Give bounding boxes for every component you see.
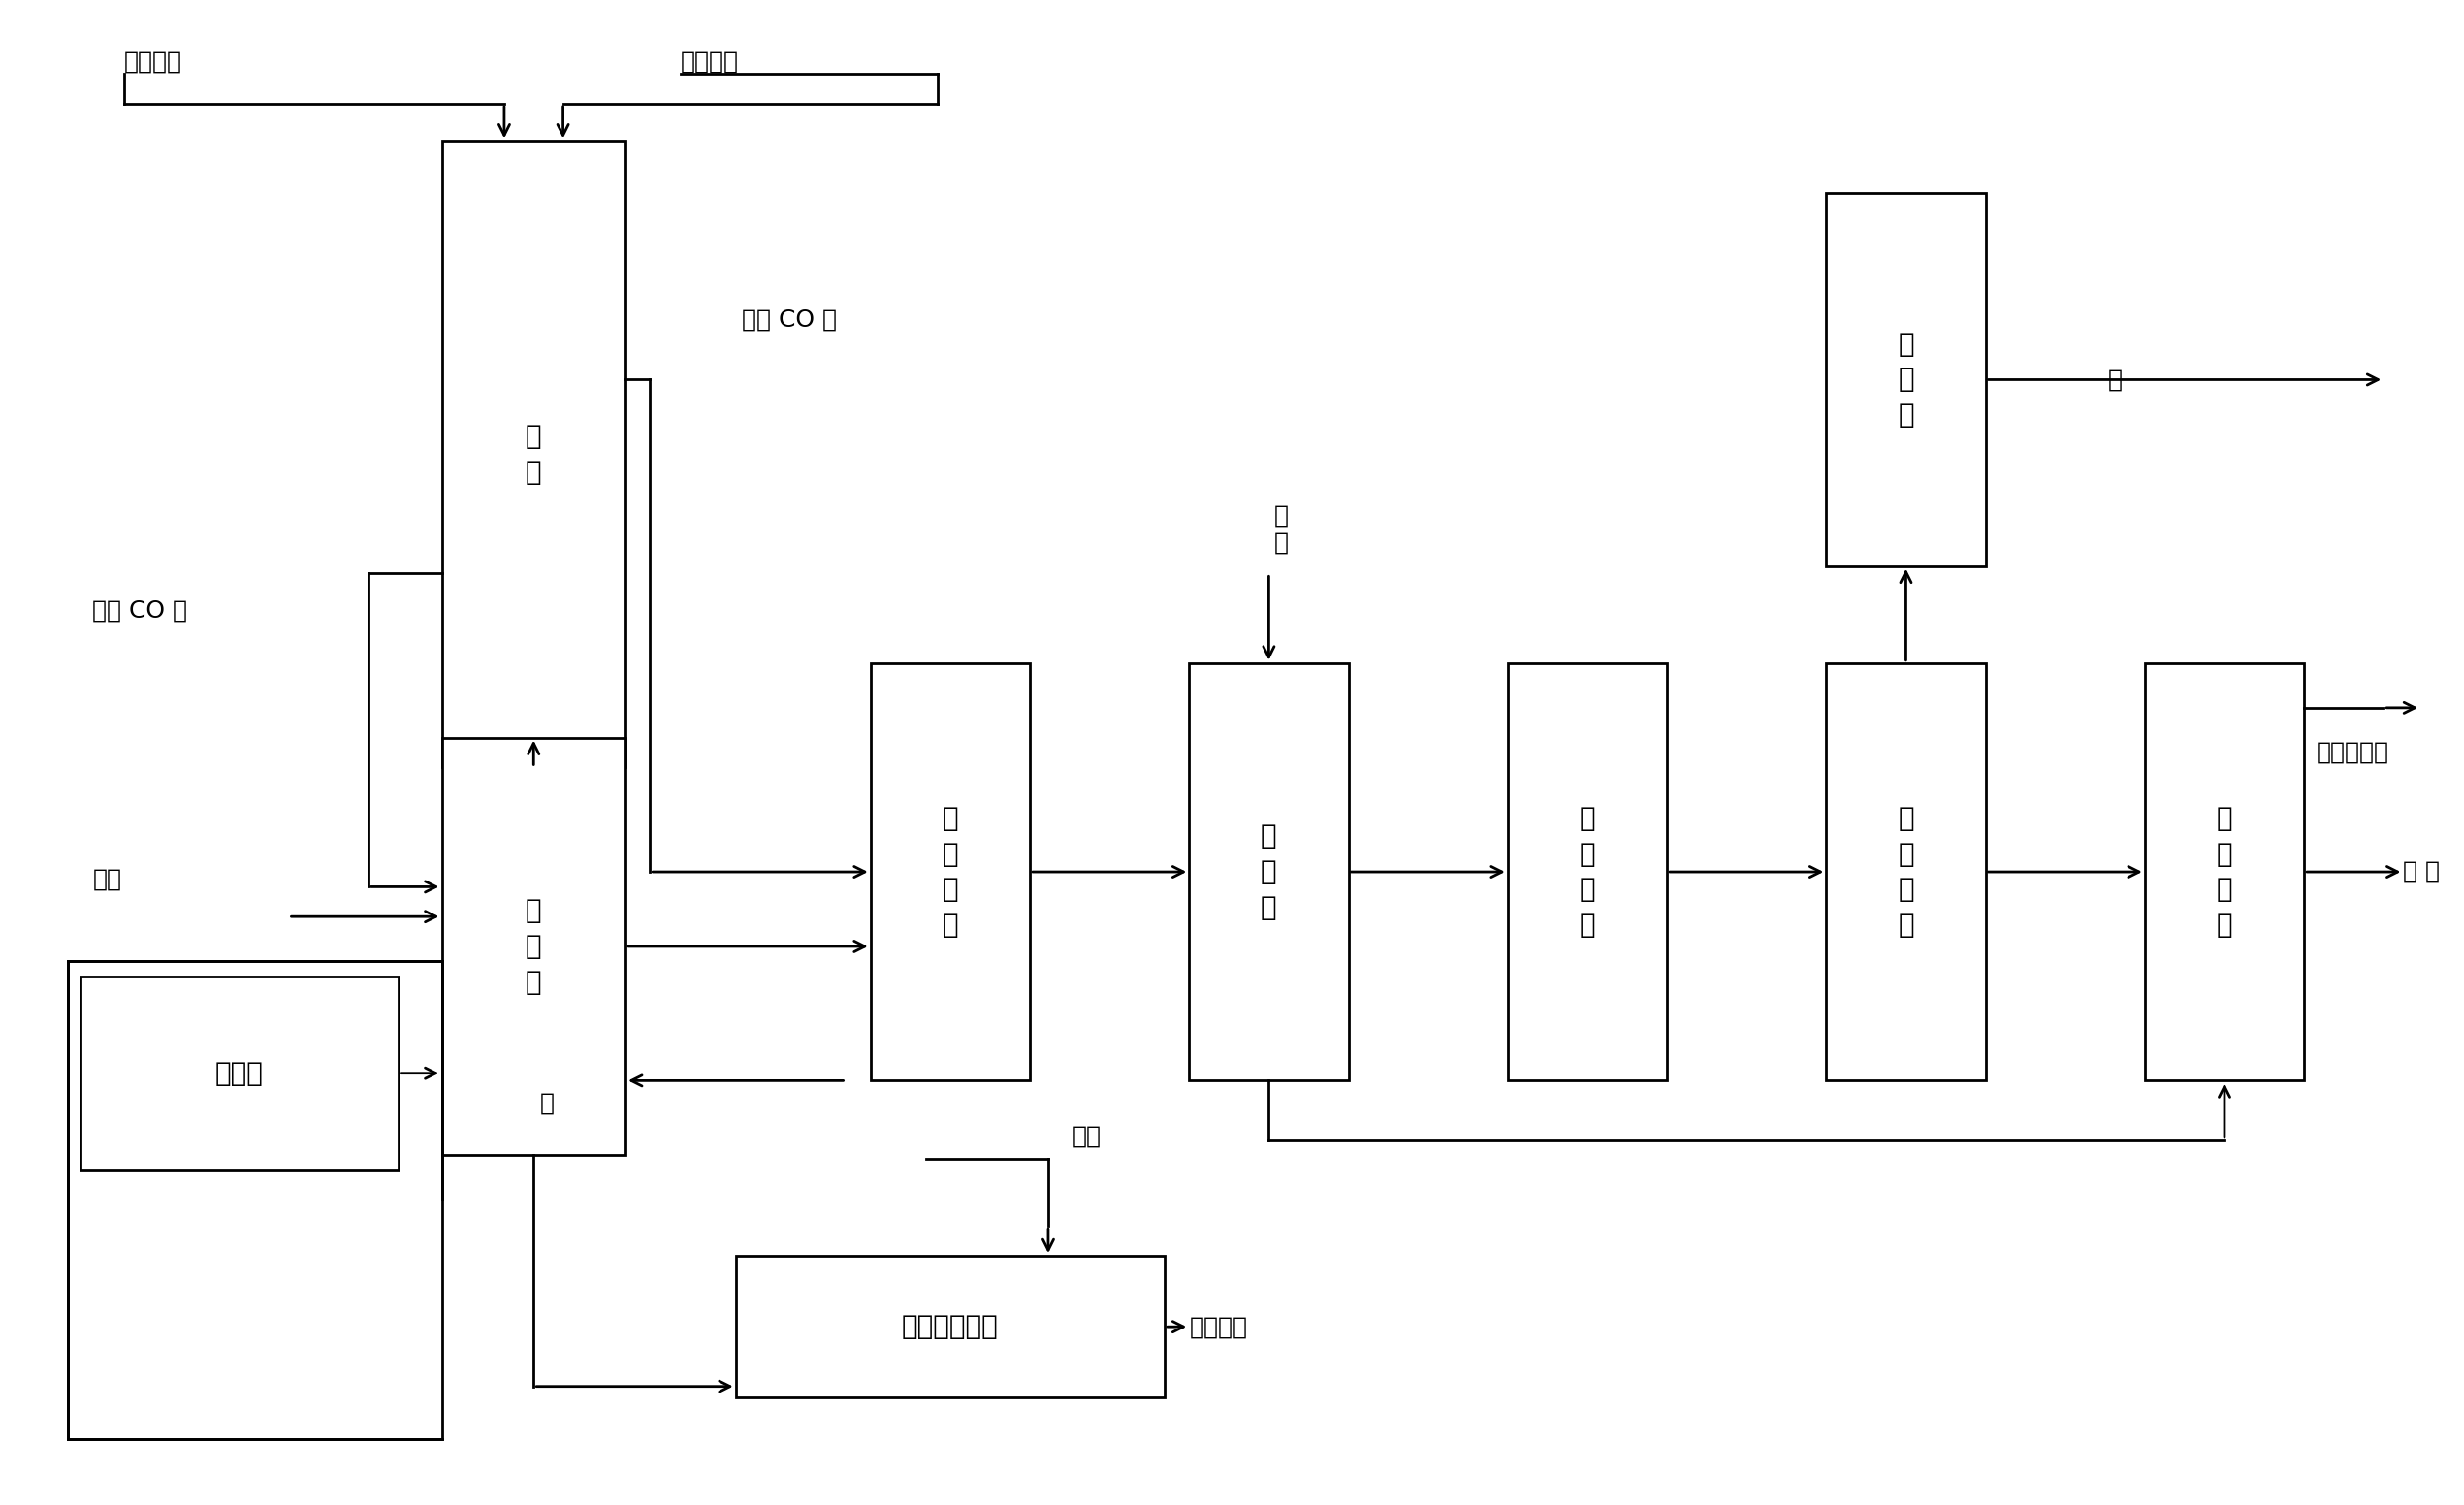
Text: 含碳原料: 含碳原料	[680, 50, 739, 74]
Text: 废 气: 废 气	[2402, 861, 2439, 883]
Text: 发
电
机: 发 电 机	[1897, 331, 1915, 429]
Text: 旋
风
除
尘: 旋 风 除 尘	[941, 805, 958, 939]
Text: 冷
却
器: 冷 却 器	[1262, 823, 1276, 921]
Text: 燃
气
轮
机: 燃 气 轮 机	[1897, 805, 1915, 939]
Text: 布
袋
除
尘: 布 袋 除 尘	[1579, 805, 1594, 939]
Bar	[441, 737, 626, 1156]
Text: 余
热
锅
炉: 余 热 锅 炉	[2218, 805, 2232, 939]
Text: 电: 电	[540, 1091, 554, 1115]
Text: 冷
水: 冷 水	[1274, 504, 1289, 554]
Text: 热氧气: 热氧气	[214, 1060, 264, 1087]
Text: 蒸汽或热水: 蒸汽或热水	[2316, 740, 2390, 765]
Text: 冷粗 CO 气: 冷粗 CO 气	[742, 309, 838, 331]
Bar	[870, 664, 1030, 1081]
Text: 电石冷却系统: 电石冷却系统	[902, 1314, 998, 1341]
Bar	[1826, 664, 1986, 1081]
Bar	[2144, 664, 2304, 1081]
Text: 纯氧: 纯氧	[1072, 1124, 1101, 1148]
Bar	[81, 977, 399, 1169]
Text: 电: 电	[2109, 369, 2122, 391]
Bar	[737, 1255, 1165, 1398]
Text: 电
弧
炉: 电 弧 炉	[525, 897, 542, 996]
Bar	[1508, 664, 1668, 1081]
Text: 钙质原料: 钙质原料	[123, 50, 182, 74]
Text: 煤粉: 煤粉	[94, 868, 121, 891]
Bar	[1190, 664, 1348, 1081]
Text: 电石产品: 电石产品	[1190, 1315, 1247, 1338]
Bar	[69, 962, 441, 1439]
Text: 热粗 CO 气: 热粗 CO 气	[94, 599, 187, 623]
Bar	[441, 141, 626, 768]
Bar	[1826, 193, 1986, 566]
Text: 竖
炉: 竖 炉	[525, 423, 542, 486]
